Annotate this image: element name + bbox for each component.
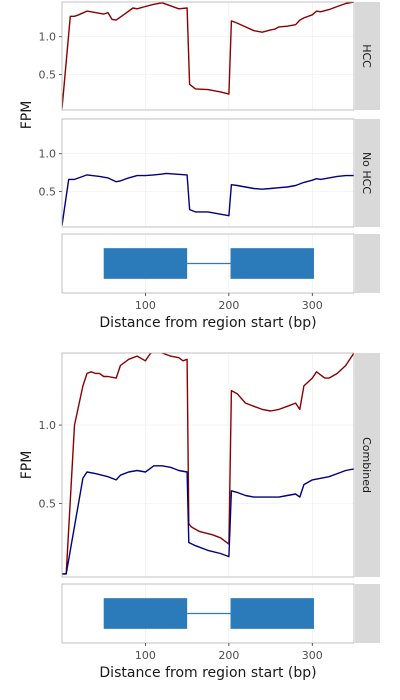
exon-box [103,248,188,279]
x-tick-label: 200 [218,299,239,312]
exon-box [230,248,314,279]
x-tick-label: 100 [135,649,156,662]
strip-label-hcc: HCC [360,44,373,68]
panel-border [61,583,355,644]
gridlines [62,2,354,110]
strip-label-combined: Combined [360,437,373,493]
panel-gene-model-top: 100 200 300 Distance from region start (bp… [61,233,380,331]
strip-label-no-hcc: No HCC [360,152,373,194]
y-tick-labels: 0.5 1.0 [39,148,62,199]
exon-box [103,598,188,629]
panel-combined: 0.5 1.0 Combined FPM [19,352,380,578]
series-group [62,172,354,226]
gridlines [62,353,354,577]
y-axis-title-top: FPM [19,101,35,130]
panel-border [61,352,355,578]
x-tick-label: 100 [135,299,156,312]
gridlines [62,119,354,227]
panel-background [62,2,354,110]
y-tick-label: 0.5 [39,186,57,199]
exon-box [230,598,314,629]
panel-background [62,353,354,577]
y-axis-title-bottom: FPM [19,451,35,480]
x-axis-title-top: Distance from region start (bp) [99,315,316,331]
panel-hcc: 0.5 1.0 HCC [39,1,380,111]
panel-background [62,119,354,227]
series-line-control [62,172,354,226]
series-line-control [62,465,354,575]
x-tick-label: 300 [302,649,323,662]
y-tick-labels: 0.5 1.0 [39,31,62,82]
y-tick-label: 1.0 [39,148,57,161]
strip-empty [355,584,380,643]
panel-border [61,118,355,228]
x-tick-label: 300 [302,299,323,312]
panel-no-hcc: 0.5 1.0 No HCC [39,118,380,228]
gene-model [103,598,314,629]
panel-border [61,1,355,111]
y-tick-label: 0.5 [39,69,57,82]
strip-hcc [355,2,380,110]
x-axis-title-bottom: Distance from region start (bp) [99,665,316,681]
y-tick-label: 0.5 [39,497,57,510]
series-line-case [62,353,354,575]
strip-combined [355,353,380,577]
strip-empty [355,234,380,293]
x-tick-labels: 100 200 300 [135,643,323,662]
panel-border [61,233,355,294]
x-tick-labels: 100 200 300 [135,293,323,312]
series-line-case [62,2,354,109]
series-group [62,2,354,109]
gene-model [103,248,314,279]
y-tick-label: 1.0 [39,419,57,432]
y-tick-labels: 0.5 1.0 [39,419,62,510]
y-tick-label: 1.0 [39,31,57,44]
panel-gene-model-bottom: 100 200 300 Distance from region start (bp… [61,583,380,681]
series-group [62,353,354,575]
strip-no-hcc [355,119,380,227]
x-tick-label: 200 [218,649,239,662]
